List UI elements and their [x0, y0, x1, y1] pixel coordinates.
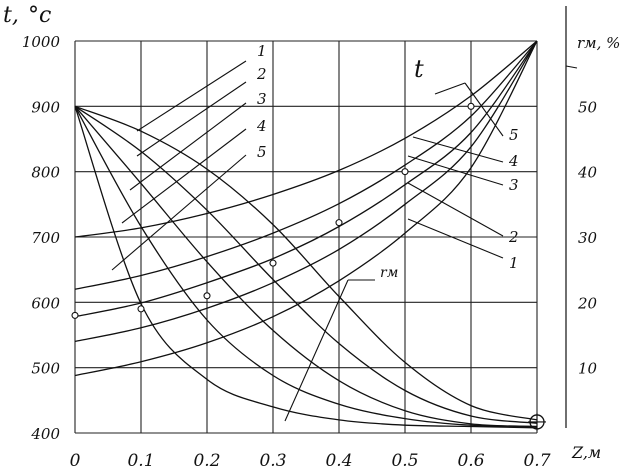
temperature-curve-1 — [74, 40, 538, 377]
curve-label-left: 2 — [256, 65, 267, 83]
curve-labels: 1 1 2 2 3 3 4 4 5 5 — [256, 42, 519, 272]
leader-line — [136, 81, 247, 157]
leader-line — [407, 182, 504, 237]
temperature-curve-3 — [74, 40, 538, 318]
t-group-label: t — [414, 55, 424, 83]
right-tick-label: 30 — [578, 229, 598, 247]
x-tick-label: 0.6 — [457, 451, 484, 471]
x-tick-label: 0.7 — [523, 451, 550, 471]
curve-label-left: 5 — [257, 143, 267, 161]
leader-line — [407, 218, 504, 259]
leader-line — [129, 102, 247, 191]
reduction-curve-3 — [74, 105, 538, 428]
x-tick-label: 0 — [70, 451, 81, 471]
temperature-curve-4 — [74, 40, 538, 290]
curve-label-right: 1 — [509, 254, 519, 272]
leader-line — [121, 128, 247, 224]
measured-points — [71, 102, 546, 431]
left-tick-label: 1000 — [22, 33, 61, 51]
measured-point — [467, 102, 475, 110]
curve-label-left: 3 — [257, 90, 267, 108]
x-tick-label: 0.3 — [259, 451, 286, 471]
curve-label-right: 5 — [509, 126, 519, 144]
left-tick-label: 900 — [31, 98, 60, 116]
leader-line — [565, 65, 578, 69]
reduction-curve-4 — [74, 105, 538, 428]
measured-point — [137, 305, 145, 313]
measured-point — [71, 311, 79, 319]
temperature-curve-5 — [74, 40, 538, 238]
measured-point — [335, 219, 343, 227]
measured-point — [203, 292, 211, 300]
right-tick-label: 20 — [577, 294, 598, 312]
curve-label-right: 2 — [508, 228, 519, 246]
left-tick-label: 700 — [31, 229, 60, 247]
curve-label-left: 4 — [256, 117, 267, 135]
leader-line — [407, 155, 504, 186]
left-tick-label: 800 — [31, 164, 60, 182]
left-tick-label: 500 — [31, 360, 60, 378]
right-tick-label: 40 — [577, 164, 598, 182]
reduction-curve-1 — [74, 105, 538, 421]
x-tick-label: 0.5 — [391, 451, 418, 471]
x-tick-label: 0.1 — [127, 451, 154, 471]
x-axis-title: Z,м — [571, 443, 601, 462]
axis-titles: t, °c rм, % Z,м t rм — [3, 3, 620, 462]
leader-line — [434, 82, 466, 95]
x-tick-label: 0.4 — [325, 451, 352, 471]
leader-line — [111, 154, 247, 271]
right-axis-title: rм, % — [577, 34, 620, 52]
curves — [74, 40, 538, 429]
left-tick-label: 400 — [30, 425, 60, 443]
right-tick-label: 10 — [578, 360, 598, 378]
curve-label-left: 1 — [257, 42, 267, 60]
leader-lines — [111, 60, 578, 422]
leader-line — [464, 82, 504, 137]
left-tick-label: 600 — [31, 294, 60, 312]
right-tick-label: 50 — [578, 98, 598, 116]
reduction-curve-5 — [74, 106, 538, 429]
reduction-curve-2 — [74, 105, 538, 424]
measured-point — [401, 168, 409, 176]
x-tick-label: 0.2 — [193, 451, 220, 471]
curve-label-right: 4 — [508, 152, 519, 170]
curve-label-right: 3 — [509, 176, 519, 194]
leader-line — [136, 60, 247, 132]
leader-line — [284, 279, 349, 422]
rm-group-label: rм — [380, 265, 398, 281]
leader-line — [412, 136, 504, 163]
left-axis-title: t, — [3, 3, 19, 28]
left-axis-unit: °c — [28, 3, 51, 28]
measured-point — [269, 259, 277, 267]
